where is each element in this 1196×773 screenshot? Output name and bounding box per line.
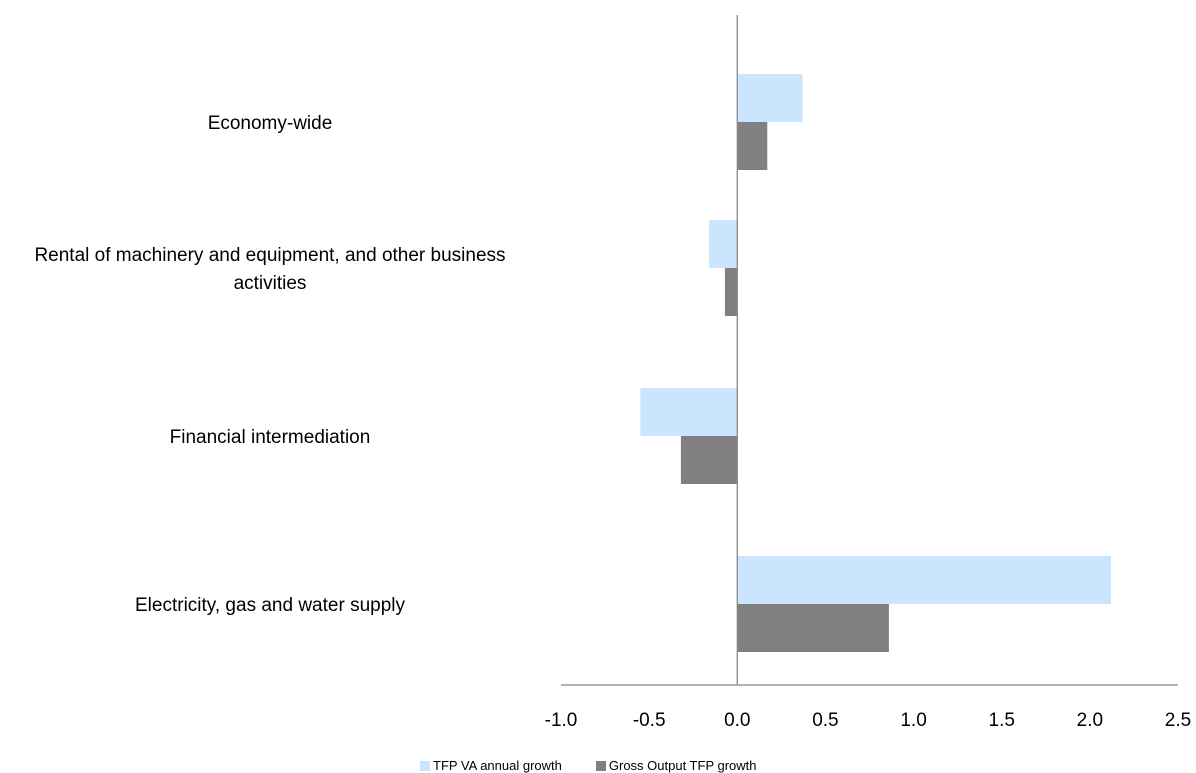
- bar-series-0-category-1: [709, 220, 738, 268]
- bar-series-1-category-3: [737, 604, 889, 652]
- category-label-2: Financial intermediation: [0, 424, 540, 452]
- category-label-line: Rental of machinery and equipment, and o…: [34, 245, 506, 266]
- category-label-3: Electricity, gas and water supply: [0, 592, 540, 620]
- category-label-line: Financial intermediation: [169, 427, 371, 448]
- legend-item-series-0: TFP VA annual growth: [420, 758, 562, 773]
- category-label-line: Economy-wide: [207, 113, 333, 134]
- legend-label-series-0: TFP VA annual growth: [433, 758, 562, 773]
- legend-item-series-1: Gross Output TFP growth: [595, 758, 757, 773]
- x-tick-label: 0.5: [812, 710, 838, 731]
- category-label-line: activities: [233, 273, 307, 294]
- bar-series-0-category-0: [737, 74, 803, 122]
- bar-series-0-category-3: [737, 556, 1112, 604]
- bar-series-1-category-1: [724, 268, 738, 316]
- x-tick-label: 2.0: [1077, 710, 1103, 731]
- x-tick-labels: -1.0 -0.5 0.0 0.5 1.0 1.5 2.0 2.5: [545, 710, 1192, 731]
- x-tick-label: -0.5: [633, 710, 666, 731]
- bar-series-1-category-0: [737, 122, 768, 170]
- x-tick-label: 2.5: [1165, 710, 1191, 731]
- category-label-1: Rental of machinery and equipment, and o…: [0, 242, 540, 298]
- bar-group: [640, 74, 1112, 652]
- category-label-0: Economy-wide: [0, 110, 540, 138]
- bar-series-1-category-2: [680, 436, 738, 484]
- x-tick-label: 0.0: [724, 710, 750, 731]
- legend-swatch-series-1: [595, 760, 606, 771]
- x-tick-label: 1.0: [900, 710, 926, 731]
- x-tick-label: -1.0: [545, 710, 578, 731]
- bar-series-0-category-2: [640, 388, 738, 436]
- legend-swatch-series-0: [420, 760, 430, 771]
- legend-label-series-1: Gross Output TFP growth: [608, 758, 757, 773]
- x-tick-label: 1.5: [989, 710, 1015, 731]
- legend: TFP VA annual growth Gross Output TFP gr…: [420, 758, 757, 773]
- category-label-line: Electricity, gas and water supply: [135, 595, 405, 616]
